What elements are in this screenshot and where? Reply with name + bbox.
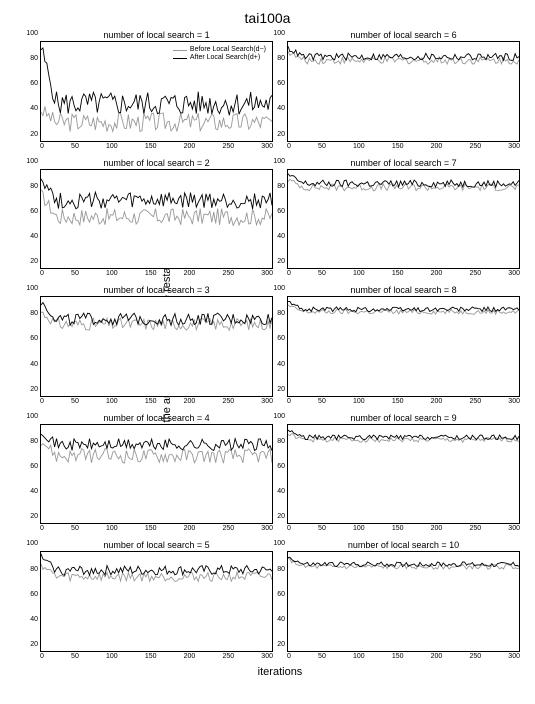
x-ticks: 050100150200250300 — [40, 525, 273, 532]
y-ticks: 10080604020 — [26, 158, 38, 266]
chart-panel: number of local search = 510080604020050… — [40, 540, 273, 660]
y-ticks: 10080604020 — [273, 285, 285, 393]
series-before — [288, 305, 519, 314]
legend-item-after: After Local Search(d+) — [173, 54, 266, 62]
x-ticks: 050100150200250300 — [287, 653, 520, 660]
plot-area — [287, 41, 520, 142]
chart-panel: number of local search = 210080604020050… — [40, 158, 273, 278]
panel-title: number of local search = 2 — [40, 158, 273, 168]
plot-area — [40, 551, 273, 652]
legend-swatch — [173, 50, 187, 51]
legend: Before Local Search(d−)After Local Searc… — [173, 46, 266, 63]
plot-area: Before Local Search(d−)After Local Searc… — [40, 41, 273, 142]
series-before — [41, 564, 272, 582]
y-ticks: 10080604020 — [273, 30, 285, 138]
panel-title: number of local search = 6 — [287, 30, 520, 40]
plot-area — [287, 424, 520, 525]
panel-title: number of local search = 1 — [40, 30, 273, 40]
main-title: tai100a — [10, 10, 525, 26]
series-after — [41, 434, 272, 450]
panel-title: number of local search = 7 — [287, 158, 520, 168]
x-ticks: 050100150200250300 — [287, 525, 520, 532]
plot-area — [287, 296, 520, 397]
plot-area — [40, 296, 273, 397]
y-ticks: 10080604020 — [26, 540, 38, 648]
panel-title: number of local search = 3 — [40, 285, 273, 295]
figure: tai100a distance between the ants' solut… — [10, 10, 525, 694]
chart-panel: number of local search = 410080604020050… — [40, 413, 273, 533]
y-ticks: 10080604020 — [273, 413, 285, 521]
y-ticks: 10080604020 — [273, 540, 285, 648]
legend-item-before: Before Local Search(d−) — [173, 46, 266, 54]
series-before — [288, 559, 519, 570]
x-ticks: 050100150200250300 — [40, 143, 273, 150]
chart-panel: number of local search = 910080604020050… — [287, 413, 520, 533]
series-after — [41, 178, 272, 208]
panel-title: number of local search = 4 — [40, 413, 273, 423]
plot-area — [40, 169, 273, 270]
chart-panel: number of local search = 610080604020050… — [287, 30, 520, 150]
legend-label: Before Local Search(d−) — [190, 46, 266, 54]
plot-area — [40, 424, 273, 525]
chart-panel: number of local search = 101008060402005… — [287, 540, 520, 660]
chart-panel: number of local search = 310080604020050… — [40, 285, 273, 405]
x-ticks: 050100150200250300 — [287, 143, 520, 150]
panel-title: number of local search = 8 — [287, 285, 520, 295]
chart-panel: number of local search = 110080604020Bef… — [40, 30, 273, 150]
y-ticks: 10080604020 — [273, 158, 285, 266]
x-ticks: 050100150200250300 — [40, 270, 273, 277]
x-ticks: 050100150200250300 — [287, 270, 520, 277]
series-after — [288, 173, 519, 187]
legend-label: After Local Search(d+) — [190, 54, 260, 62]
plot-area — [287, 169, 520, 270]
x-ticks: 050100150200250300 — [40, 653, 273, 660]
legend-swatch — [173, 58, 187, 59]
panel-title: number of local search = 5 — [40, 540, 273, 550]
y-ticks: 10080604020 — [26, 285, 38, 393]
chart-panel: number of local search = 810080604020050… — [287, 285, 520, 405]
y-ticks: 10080604020 — [26, 30, 38, 138]
panel-title: number of local search = 9 — [287, 413, 520, 423]
y-ticks: 10080604020 — [26, 413, 38, 521]
x-axis-label: iterations — [40, 666, 520, 678]
chart-panel: number of local search = 710080604020050… — [287, 158, 520, 278]
series-after — [288, 430, 519, 440]
series-after — [288, 46, 519, 60]
panel-grid: number of local search = 110080604020Bef… — [40, 30, 520, 660]
plot-area — [287, 551, 520, 652]
x-ticks: 050100150200250300 — [40, 398, 273, 405]
x-ticks: 050100150200250300 — [287, 398, 520, 405]
panel-title: number of local search = 10 — [287, 540, 520, 550]
